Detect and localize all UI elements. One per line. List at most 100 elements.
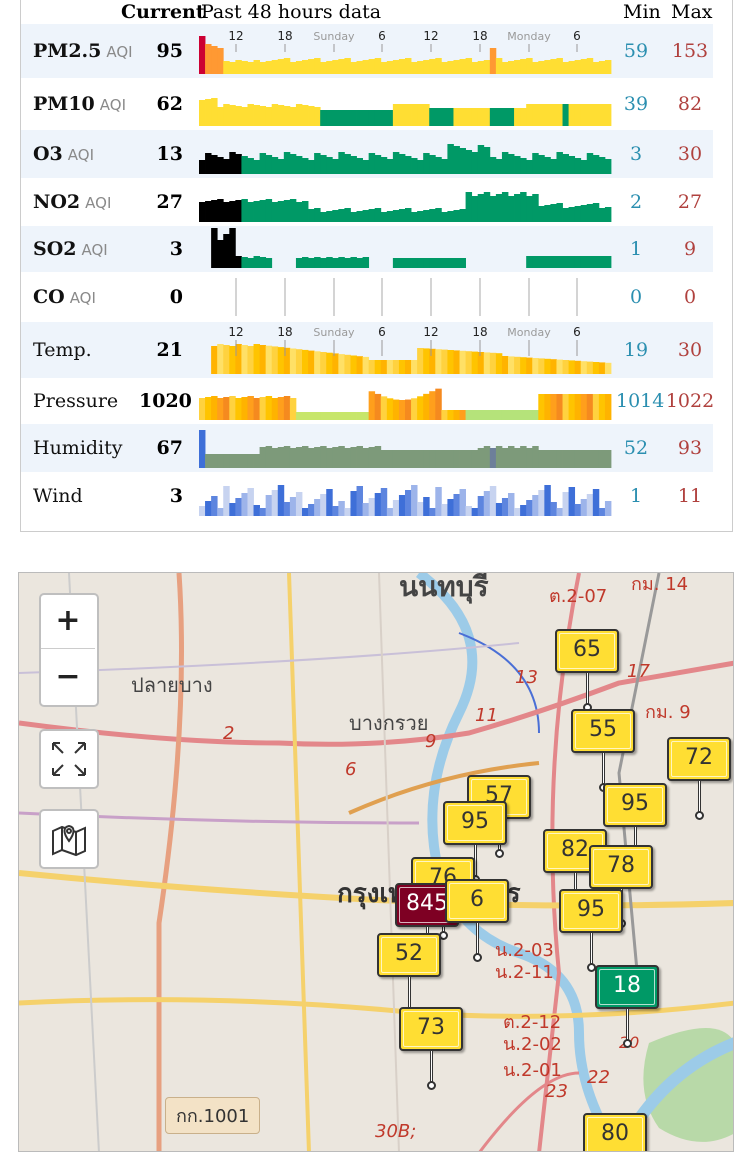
sparkline-bar: [508, 154, 515, 174]
aqi-marker-value: 55: [589, 717, 617, 742]
row-pressure[interactable]: Pressure 1020 1014 1022: [21, 378, 714, 424]
row-no2[interactable]: NO2 AQI 27 2 27: [21, 178, 713, 226]
aqi-marker-value: 95: [577, 897, 605, 922]
sparkline-bar: [326, 489, 333, 516]
map-label-n201: น.2-01: [503, 1060, 562, 1081]
zoom-in-button[interactable]: +: [41, 595, 95, 649]
sparkline-bar: [211, 228, 218, 268]
sparkline-bar: [332, 60, 339, 74]
sparkline-bar: [326, 257, 333, 268]
sparkline-bar: [453, 258, 460, 268]
row-pm10[interactable]: PM10 AQI 62 39 82: [21, 78, 713, 130]
sparkline-bar: [411, 485, 418, 516]
fullscreen-button[interactable]: [39, 729, 99, 789]
sparkline-bar: [205, 99, 212, 126]
min-value: 3: [629, 143, 643, 165]
aqi-station-marker[interactable]: 18: [595, 965, 659, 1048]
sparkline-bar: [441, 504, 448, 516]
sparkline-bar: [277, 485, 285, 516]
aqi-station-marker[interactable]: 55: [571, 709, 635, 792]
sparkline-bar: [550, 502, 557, 516]
current-value: 3: [169, 238, 183, 260]
zoom-control: + −: [39, 593, 99, 707]
sparkline-bar: [489, 157, 497, 174]
sparkline-bar: [199, 430, 206, 468]
sparkline-bar: [398, 258, 406, 268]
sparkline-bar: [229, 201, 236, 222]
sparkline-bar: [477, 448, 485, 468]
sparkline-bar: [368, 498, 376, 516]
sparkline-bar: [495, 194, 503, 222]
sparkline-bar: [514, 194, 521, 222]
sparkline-bar: [223, 454, 230, 468]
sparkline-bar: [477, 410, 485, 420]
max-value: 153: [671, 40, 709, 62]
aqi-station-marker[interactable]: 78: [589, 845, 653, 928]
sparkline-bar: [277, 105, 285, 126]
aqi-station-marker[interactable]: 52: [377, 933, 441, 1016]
pollutant-name: NO2: [33, 191, 81, 213]
aqi-station-marker[interactable]: 6: [445, 879, 509, 962]
sparkline-bar: [447, 211, 454, 222]
sparkline-bar: [423, 258, 430, 268]
sparkline-bar: [374, 360, 382, 374]
row-co[interactable]: CO AQI 0 0 0: [21, 272, 713, 322]
aqi-marker-value: 52: [395, 941, 423, 966]
sparkline-bar: [314, 499, 321, 516]
map-layers-button[interactable]: [39, 809, 99, 869]
sparkline-bar: [550, 359, 557, 374]
sparkline-bar: [295, 447, 303, 468]
sparkline-bar: [598, 256, 606, 268]
sparkline-bar: [411, 62, 418, 74]
sparkline-bar: [556, 508, 563, 516]
sparkline-bar: [604, 450, 612, 468]
sparkline-bar: [295, 412, 303, 420]
row-wind[interactable]: Wind 3 1 11: [21, 472, 713, 520]
sparkline-bar: [295, 156, 303, 174]
sparkline-bar: [489, 196, 497, 222]
sparkline-bar: [405, 360, 412, 374]
sparkline-bar: [465, 351, 473, 374]
sparkline-bar: [398, 399, 406, 420]
sparkline-bar: [229, 454, 236, 468]
sparkline-bar: [550, 256, 557, 268]
sparkline-bar: [477, 496, 485, 516]
sparkline-bar: [289, 199, 297, 222]
zoom-out-button[interactable]: −: [55, 659, 81, 694]
time-tick-label: 18: [277, 29, 292, 43]
sparkline-bar: [380, 157, 388, 174]
aqi-station-marker[interactable]: 95: [603, 783, 667, 866]
sparkline-bar: [241, 454, 248, 468]
sparkline-bar: [580, 450, 588, 468]
sparkline-bar: [429, 155, 436, 174]
aqi-station-marker[interactable]: 65: [555, 629, 619, 712]
sparkline-bar: [423, 104, 430, 126]
aqi-station-marker[interactable]: 72: [667, 737, 731, 820]
sparkline-bar: [392, 450, 400, 468]
sparkline-bar: [580, 394, 588, 420]
road-orange: [348, 761, 540, 815]
sparkline-bar: [465, 450, 473, 468]
sparkline-bar: [586, 256, 594, 268]
time-tick-label: 12: [423, 29, 438, 43]
sparkline-so2: [211, 228, 612, 268]
sparkline-bar: [247, 346, 254, 374]
sparkline-bar: [520, 505, 527, 516]
aqi-station-marker[interactable]: 95: [559, 889, 623, 972]
sparkline-bar: [308, 412, 315, 420]
sparkline-bar: [308, 350, 315, 374]
aqi-station-marker[interactable]: 95: [443, 801, 507, 884]
sparkline-bar: [568, 360, 576, 374]
aqi-station-marker[interactable]: 73: [399, 1007, 463, 1090]
sparkline-bar: [392, 210, 400, 222]
sparkline-bar: [538, 104, 545, 126]
aqi-station-marker[interactable]: 80: [583, 1113, 647, 1151]
station-map[interactable]: นนทบุรี ปลายบาง บางกรวย กรุงเทพมหานคร กก…: [18, 572, 734, 1152]
sparkline-bar: [380, 396, 388, 420]
sparkline-bar: [429, 108, 436, 126]
pollutant-name: O3: [33, 143, 63, 165]
sparkline-bar: [362, 503, 370, 516]
sparkline-bar: [495, 58, 503, 74]
sparkline-bar: [368, 391, 376, 420]
sparkline-bar: [580, 160, 588, 174]
